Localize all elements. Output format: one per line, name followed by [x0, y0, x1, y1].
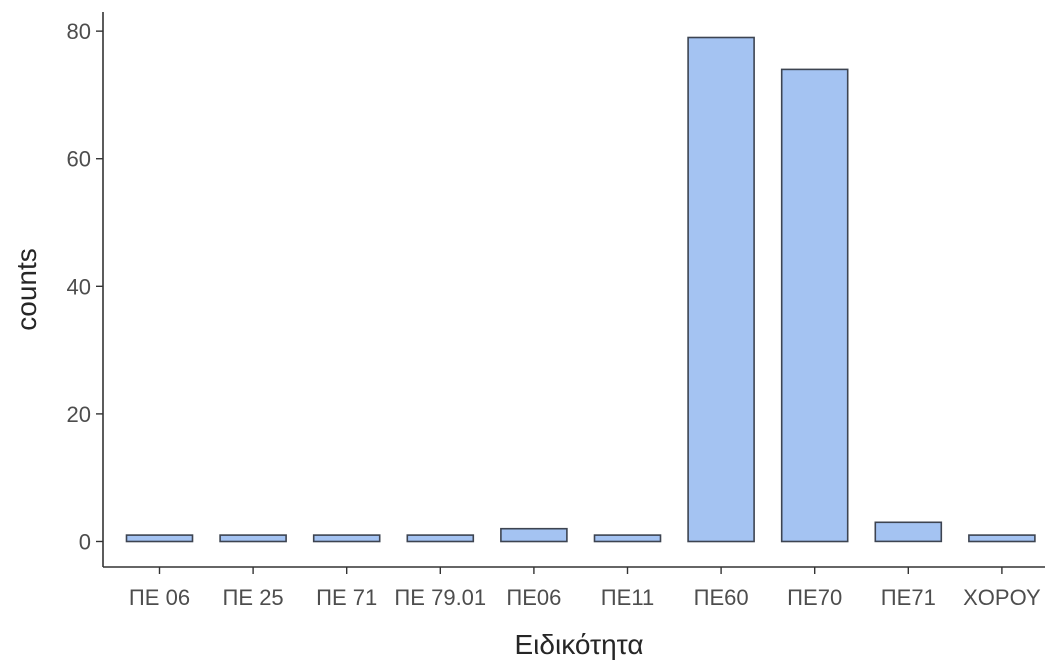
bar-9 [968, 534, 1036, 543]
axes-layer [102, 12, 1045, 568]
x-axis-title: Ειδικότητα [514, 629, 643, 660]
y-tick-label-1: 20 [67, 402, 91, 427]
bar-6 [687, 36, 755, 543]
x-tick-label-5: ΠΕ11 [601, 585, 654, 610]
x-tick-label-6: ΠΕ60 [694, 585, 749, 610]
y-tick-label-3: 60 [67, 147, 91, 172]
bar-2 [312, 534, 381, 543]
bar-3 [406, 534, 475, 543]
y-tick-label-2: 40 [67, 274, 91, 299]
bar-0 [125, 534, 194, 543]
x-ticks: ΠΕ 06 ΠΕ 25 ΠΕ 71 ΠΕ 79.01 ΠΕ06 ΠΕ11 ΠΕ60 ΠΕ70 Π… [129, 567, 1041, 610]
x-tick-label-1: ΠΕ 25 [223, 585, 284, 610]
bar-7 [780, 68, 849, 543]
bar-5 [593, 534, 662, 543]
bars-layer [125, 36, 1036, 543]
y-tick-label-0: 0 [79, 529, 91, 554]
y-tick-label-4: 80 [67, 19, 91, 44]
x-tick-label-3: ΠΕ 79.01 [394, 585, 486, 610]
bar-8 [874, 521, 943, 543]
y-axis-title: counts [11, 248, 42, 331]
x-tick-label-8: ΠΕ71 [881, 585, 936, 610]
bar-1 [219, 534, 287, 543]
x-tick-label-9: ΧΟΡΟΥ [963, 585, 1041, 610]
x-tick-label-7: ΠΕ70 [787, 585, 842, 610]
x-tick-label-0: ΠΕ 06 [129, 585, 190, 610]
bar-4 [500, 527, 568, 543]
x-tick-label-4: ΠΕ06 [506, 585, 561, 610]
x-tick-label-2: ΠΕ 71 [316, 585, 377, 610]
y-ticks: 0 20 40 60 80 [67, 19, 103, 554]
